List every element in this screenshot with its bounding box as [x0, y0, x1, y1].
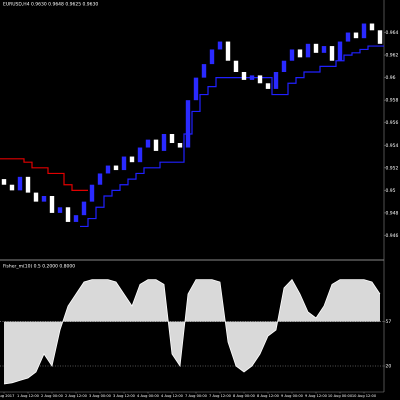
candle-body — [33, 192, 39, 202]
candle-body — [1, 179, 7, 185]
x-tick-label: 8 Aug 00:00 — [233, 394, 256, 398]
candle-body — [241, 72, 247, 80]
x-tick-label: 10 Aug 12:00 — [352, 394, 377, 398]
candle-body — [121, 156, 127, 171]
y-tick-label: 0.954 — [386, 143, 399, 149]
x-tick-label: 1 Aug 12:00 — [17, 394, 40, 398]
x-tick-label: 4 Aug 00:00 — [137, 394, 160, 398]
candle-body — [345, 32, 351, 42]
candle-body — [377, 30, 383, 44]
y-tick-label: 57 — [386, 319, 392, 325]
trailing-stop — [80, 45, 384, 228]
candle-body — [337, 41, 343, 61]
y-tick-label: 0.95 — [386, 188, 396, 194]
candle-body — [129, 156, 135, 163]
candle-body — [273, 72, 279, 89]
chart-title: EURUSD,H4 0.9630 0.9648 0.9625 0.9630 — [3, 2, 98, 8]
x-tick-label: 7 Aug 00:00 — [185, 394, 208, 398]
trailing-stop — [0, 158, 88, 191]
candle-body — [97, 173, 103, 185]
candle-body — [369, 23, 375, 31]
candle-body — [41, 196, 47, 202]
x-tick-label: 3 Aug 12:00 — [113, 394, 136, 398]
candle-body — [17, 176, 23, 191]
y-tick-label: 0.946 — [386, 233, 399, 239]
x-tick-label: 7 Aug 12:00 — [209, 394, 232, 398]
candle-body — [225, 41, 231, 61]
indicator-title: Fisher_m(10) 0.5 0.2000 0.8000 — [3, 264, 75, 270]
candle-body — [57, 207, 63, 213]
x-tick-label: 1 Aug 2017 — [0, 394, 14, 398]
candle-body — [185, 100, 191, 148]
x-tick-label: 2 Aug 12:00 — [65, 394, 88, 398]
x-tick-label: 9 Aug 00:00 — [281, 394, 304, 398]
y-tick-label: 0.952 — [386, 165, 399, 171]
oscillator-line — [3, 278, 381, 385]
candle-body — [25, 176, 31, 193]
candle-body — [305, 43, 311, 58]
candle-body — [145, 139, 151, 148]
candle-body — [265, 83, 271, 89]
candle-body — [89, 184, 95, 202]
x-tick-label: 9 Aug 12:00 — [305, 394, 328, 398]
y-tick-label: 0.964 — [386, 30, 399, 36]
candle-body — [49, 196, 55, 213]
candle-body — [289, 49, 295, 61]
candle-body — [361, 23, 367, 39]
y-tick-label: 0.956 — [386, 120, 399, 126]
candle-body — [297, 49, 303, 58]
y-tick-label: 0.948 — [386, 210, 399, 216]
candle-body — [281, 60, 287, 72]
candle-body — [201, 64, 207, 78]
candle-body — [137, 147, 143, 163]
x-tick-label: 8 Aug 12:00 — [257, 394, 280, 398]
x-tick-label: 3 Aug 00:00 — [89, 394, 112, 398]
candle-body — [105, 165, 111, 174]
candle-body — [177, 143, 183, 148]
x-tick-label: 2 Aug 00:00 — [41, 394, 64, 398]
candle-body — [113, 165, 119, 171]
candle-body — [257, 75, 263, 84]
candle-body — [329, 46, 335, 61]
candle-body — [313, 43, 319, 53]
candle-body — [209, 49, 215, 65]
candle-body — [65, 207, 71, 222]
oscillator-area — [4, 279, 380, 384]
candle-body — [321, 46, 327, 53]
y-tick-label: 0.96 — [386, 75, 396, 81]
y-tick-label: 0.962 — [386, 53, 399, 59]
candle-body — [161, 134, 167, 151]
candle-body — [153, 139, 159, 151]
candle-body — [353, 32, 359, 39]
candle-body — [81, 201, 87, 216]
y-tick-label: 0.958 — [386, 98, 399, 104]
candle-body — [169, 134, 175, 144]
x-tick-label: 10 Aug 00:00 — [328, 394, 353, 398]
candle-body — [73, 215, 79, 222]
y-tick-label: 20 — [386, 364, 392, 370]
candle-body — [9, 184, 15, 191]
candle-body — [233, 60, 239, 72]
candle-body — [193, 77, 199, 101]
x-tick-label: 4 Aug 12:00 — [161, 394, 184, 398]
candle-body — [249, 75, 255, 80]
candle-body — [217, 41, 223, 50]
